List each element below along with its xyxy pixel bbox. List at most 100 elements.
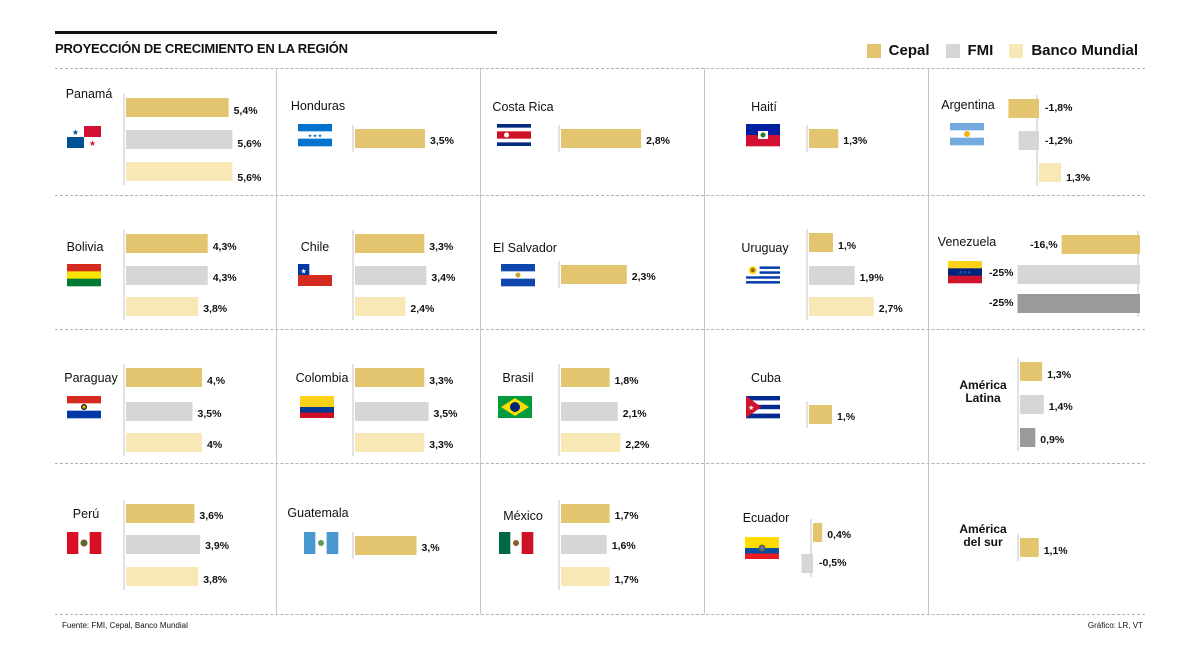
- value-label: 1,1%: [1044, 545, 1069, 557]
- value-label: 0,4%: [827, 529, 852, 541]
- flag-stripe: [948, 261, 982, 269]
- flag-stripe: [745, 537, 779, 548]
- country-panel-mexico: México 1,7% 1,6% 1,7%: [499, 500, 639, 590]
- country-panel-honduras: Honduras ✦✦✦ 3,5%: [291, 99, 455, 152]
- bar-fmi: [809, 266, 855, 285]
- value-label: 3,5%: [434, 408, 459, 420]
- grid-divider-bottom: [55, 614, 1145, 615]
- flag-stripe: [521, 532, 534, 554]
- bar-fmi: [126, 130, 233, 149]
- value-label: 4,3%: [213, 272, 238, 284]
- bar-cepal: [126, 504, 195, 523]
- bar-banco-mundial: [126, 162, 233, 181]
- grid-divider-col2: [480, 68, 481, 614]
- flag-emblem: [513, 540, 519, 546]
- value-label: 2,2%: [625, 439, 650, 451]
- legend-item-cepal: Cepal: [866, 42, 930, 59]
- legend-label-cepal: Cepal: [888, 42, 930, 59]
- country-name: Honduras: [291, 99, 345, 113]
- bar-banco-mundial: [355, 433, 425, 452]
- credit-note: Gráfico: LR, VT: [1087, 621, 1143, 630]
- country-panel-brasil: Brasil 1,8% 2,1% 2,2%: [498, 364, 650, 456]
- flag-stripe: [746, 281, 780, 284]
- bar-cepal: [126, 234, 208, 253]
- flag-stripe: [298, 275, 332, 286]
- flag-stripe: [298, 124, 332, 132]
- bar-fmi: [1018, 131, 1039, 150]
- value-label: 3,3%: [429, 241, 454, 253]
- flag-stripe: [950, 123, 984, 131]
- value-label: 1,3%: [1066, 172, 1091, 184]
- value-label: 2,4%: [410, 303, 435, 315]
- bar-banco-mundial: [561, 567, 610, 586]
- country-panel-cuba: Cuba ★ 1,%: [746, 371, 856, 428]
- value-label: 3,3%: [429, 375, 454, 387]
- legend-item-banco-mundial: Banco Mundial: [1009, 42, 1138, 59]
- flag-stripe: [746, 413, 780, 419]
- value-label: 2,1%: [623, 408, 648, 420]
- bar-cepal: [809, 129, 839, 148]
- flag-stripe: [745, 553, 779, 559]
- value-label: 1,4%: [1049, 401, 1074, 413]
- value-label: 1,3%: [1047, 369, 1072, 381]
- value-label: 3,6%: [199, 510, 224, 522]
- flag-stripe: [950, 137, 984, 146]
- mexico-flag: [499, 532, 534, 554]
- value-label: 1,6%: [612, 540, 637, 552]
- country-panel-el-salvador: El Salvador 2,3%: [493, 241, 656, 288]
- value-label: -0,5%: [819, 557, 847, 569]
- grid-divider-col1: [276, 68, 277, 614]
- flag-stripe: [67, 278, 101, 287]
- bar-banco-mundial: [126, 567, 199, 586]
- flag-stripe: [67, 271, 101, 279]
- flag-stripe: [746, 396, 780, 401]
- legend-label-banco-mundial: Banco Mundial: [1031, 42, 1138, 59]
- bar-fmi: [1020, 395, 1044, 414]
- flag-stripe: [746, 276, 780, 279]
- country-name: Brasil: [502, 371, 533, 385]
- country-name: México: [503, 509, 543, 523]
- grid-divider-row3: [55, 463, 1145, 464]
- legend-item-fmi: FMI: [945, 42, 993, 59]
- value-label: 0,9%: [1040, 434, 1065, 446]
- flag-stripe: [67, 410, 101, 419]
- value-label: 5,6%: [237, 138, 262, 150]
- country-name: Haití: [751, 100, 777, 114]
- value-label: 3,5%: [198, 408, 223, 420]
- value-label: 1,3%: [843, 135, 868, 147]
- bar-cepal: [561, 129, 642, 148]
- country-name-line: América: [959, 522, 1007, 536]
- flag-stripe: [497, 131, 531, 139]
- bar-fmi: [561, 535, 607, 554]
- bar-cepal: [126, 98, 229, 117]
- flag-stripe: [67, 532, 79, 554]
- country-name: Costa Rica: [492, 100, 553, 114]
- haiti-flag: [746, 124, 780, 147]
- flag-stripe: [501, 264, 535, 272]
- title-rule: [55, 31, 497, 34]
- bar-cepal: [561, 265, 627, 284]
- bar-banco-mundial: [126, 297, 199, 316]
- flag-stripe: [746, 266, 780, 270]
- country-panel-colombia: Colombia 3,3% 3,5% 3,3%: [296, 364, 459, 456]
- paraguay-flag: [67, 396, 101, 419]
- bar-cepal: [355, 234, 425, 253]
- flag-emblem: [760, 132, 766, 138]
- country-name: Paraguay: [64, 371, 118, 385]
- grid-divider-row1: [55, 195, 1145, 196]
- bar-cepal: [355, 129, 425, 148]
- value-label: 2,7%: [879, 303, 904, 315]
- flag-stripe: [89, 532, 102, 554]
- value-label: -25%: [989, 297, 1014, 309]
- flag-stripe: [300, 412, 334, 418]
- grid-divider-top: [55, 68, 1145, 69]
- flag-star: ★: [301, 268, 307, 276]
- value-label: 2,3%: [632, 271, 657, 283]
- flag-emblem: [82, 405, 86, 409]
- flag-stripe: [497, 142, 531, 146]
- country-panel-costa-rica: Costa Rica 2,8%: [492, 100, 671, 152]
- country-panel-haiti: Haití 1,3%: [746, 100, 868, 152]
- bar-fmi: [126, 535, 201, 554]
- country-name: El Salvador: [493, 241, 557, 255]
- country-panel-america-del-sur: América del sur 1,1%: [959, 522, 1068, 561]
